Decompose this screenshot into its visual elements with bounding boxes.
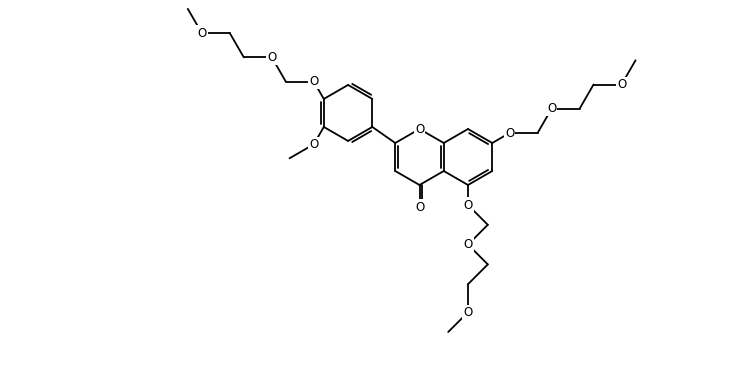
Text: O: O bbox=[309, 75, 319, 88]
Text: O: O bbox=[197, 27, 206, 40]
Text: O: O bbox=[463, 238, 473, 251]
Text: O: O bbox=[617, 78, 626, 91]
Text: O: O bbox=[415, 201, 424, 214]
Text: O: O bbox=[267, 51, 277, 64]
Text: O: O bbox=[463, 306, 473, 319]
Text: O: O bbox=[463, 199, 473, 212]
Text: O: O bbox=[415, 122, 424, 135]
Text: O: O bbox=[309, 138, 319, 151]
Text: O: O bbox=[547, 102, 556, 115]
Text: O: O bbox=[505, 126, 515, 140]
